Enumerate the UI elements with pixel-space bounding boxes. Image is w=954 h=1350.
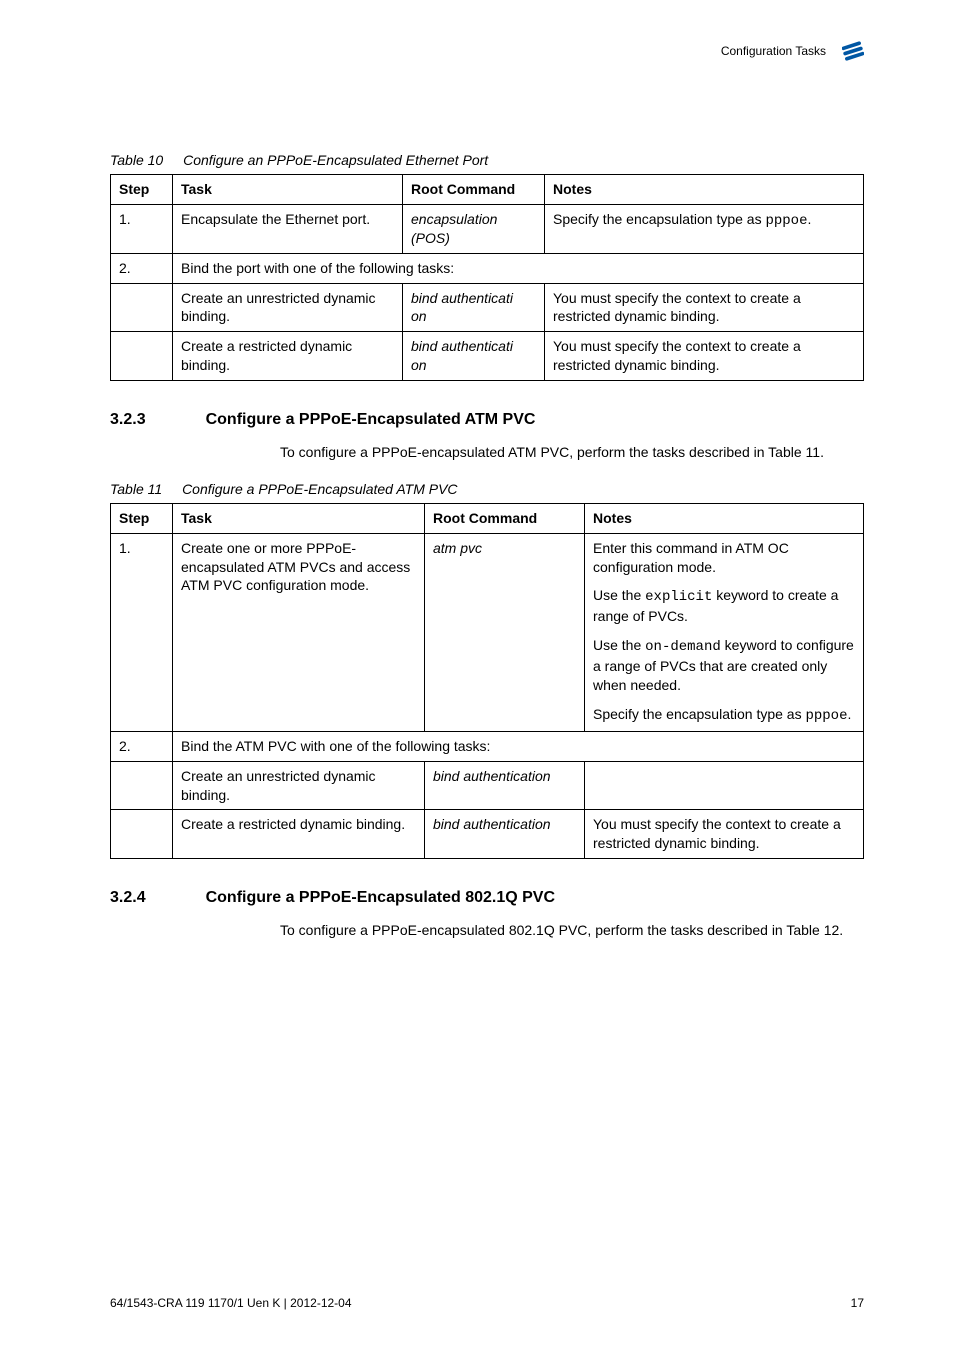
section-num: 3.2.4 — [110, 889, 146, 907]
footer-page-number: 17 — [851, 1296, 864, 1310]
table11-caption-text: Configure a PPPoE-Encapsulated ATM PVC — [182, 481, 457, 497]
col-notes: Notes — [545, 175, 864, 205]
cell-root: bind authenticati on — [403, 283, 545, 332]
ericsson-logo-icon — [842, 40, 864, 62]
root-command-text2: on — [411, 308, 427, 324]
root-command-paren: (POS) — [411, 230, 450, 246]
cell-step: 2. — [111, 731, 173, 761]
section-title: Configure a PPPoE-Encapsulated ATM PVC — [206, 411, 536, 429]
page-header: Configuration Tasks — [110, 40, 864, 62]
table-row: Step Task Root Command Notes — [111, 175, 864, 205]
cell-notes: You must specify the context to create a… — [545, 332, 864, 381]
cell-task: Create one or more PPPoE-encapsulated AT… — [173, 533, 425, 731]
col-task: Task — [173, 175, 403, 205]
footer-left: 64/1543-CRA 119 1170/1 Uen K | 2012-12-0… — [110, 1296, 352, 1310]
cell-task-full: Bind the port with one of the following … — [173, 253, 864, 283]
cell-step: 2. — [111, 253, 173, 283]
cell-task: Create an unrestricted dynamic binding. — [173, 283, 403, 332]
section-title: Configure a PPPoE-Encapsulated 802.1Q PV… — [206, 889, 555, 907]
cell-notes — [585, 761, 864, 810]
cell-root: bind authentication — [425, 810, 585, 859]
header-category: Configuration Tasks — [721, 44, 826, 58]
col-notes: Notes — [585, 503, 864, 533]
table-row: Create an unrestricted dynamic binding. … — [111, 283, 864, 332]
cell-task: Encapsulate the Ethernet port. — [173, 204, 403, 253]
cell-task: Create a restricted dynamic binding. — [173, 332, 403, 381]
cell-notes: You must specify the context to create a… — [545, 283, 864, 332]
notes-mono: explicit — [645, 589, 712, 605]
table-row: 2. Bind the port with one of the followi… — [111, 253, 864, 283]
notes-mono: pppoe — [805, 708, 847, 724]
notes-p2: Use the explicit keyword to create a ran… — [593, 586, 855, 626]
notes-p4: Specify the encapsulation type as pppoe. — [593, 705, 855, 726]
root-command-text: encapsulation — [411, 211, 497, 227]
cell-notes: Specify the encapsulation type as pppoe. — [545, 204, 864, 253]
table10-caption-text: Configure an PPPoE-Encapsulated Ethernet… — [183, 152, 488, 168]
table10-caption-label: Table 10 — [110, 152, 179, 168]
notes-text: . — [847, 706, 851, 722]
col-root: Root Command — [403, 175, 545, 205]
notes-text: Specify the encapsulation type as — [593, 706, 805, 722]
table11-caption: Table 11 Configure a PPPoE-Encapsulated … — [110, 481, 864, 497]
cell-notes: You must specify the context to create a… — [585, 810, 864, 859]
table-row: 2. Bind the ATM PVC with one of the foll… — [111, 731, 864, 761]
notes-p1: Enter this command in ATM OC configurati… — [593, 539, 855, 577]
table-row: 1. Create one or more PPPoE-encapsulated… — [111, 533, 864, 731]
cell-root: bind authenticati on — [403, 332, 545, 381]
col-step: Step — [111, 175, 173, 205]
table-row: Create an unrestricted dynamic binding. … — [111, 761, 864, 810]
section-num: 3.2.3 — [110, 411, 146, 429]
cell-task: Create a restricted dynamic binding. — [173, 810, 425, 859]
section-324-heading: 3.2.4 Configure a PPPoE-Encapsulated 802… — [110, 889, 864, 907]
cell-step — [111, 761, 173, 810]
cell-step — [111, 283, 173, 332]
table-row: 1. Encapsulate the Ethernet port. encaps… — [111, 204, 864, 253]
notes-text: Specify the encapsulation type as — [553, 211, 765, 227]
table-row: Create a restricted dynamic binding. bin… — [111, 810, 864, 859]
table10: Step Task Root Command Notes 1. Encapsul… — [110, 174, 864, 381]
table11-caption-label: Table 11 — [110, 481, 178, 497]
col-step: Step — [111, 503, 173, 533]
section-323-body: To configure a PPPoE-encapsulated ATM PV… — [280, 443, 864, 463]
notes-p3: Use the on-demand keyword to configure a… — [593, 636, 855, 695]
section-323-heading: 3.2.3 Configure a PPPoE-Encapsulated ATM… — [110, 411, 864, 429]
notes-text: Use the — [593, 587, 645, 603]
page-footer: 64/1543-CRA 119 1170/1 Uen K | 2012-12-0… — [110, 1296, 864, 1310]
table10-caption: Table 10 Configure an PPPoE-Encapsulated… — [110, 152, 864, 168]
cell-root: encapsulation (POS) — [403, 204, 545, 253]
table-row: Step Task Root Command Notes — [111, 503, 864, 533]
cell-step: 1. — [111, 204, 173, 253]
col-task: Task — [173, 503, 425, 533]
section-324-body: To configure a PPPoE-encapsulated 802.1Q… — [280, 921, 864, 941]
notes-mono: pppoe — [765, 213, 807, 229]
cell-notes: Enter this command in ATM OC configurati… — [585, 533, 864, 731]
cell-root: atm pvc — [425, 533, 585, 731]
cell-step — [111, 332, 173, 381]
cell-task-full: Bind the ATM PVC with one of the followi… — [173, 731, 864, 761]
root-command-text: bind authenticati — [411, 290, 513, 306]
cell-step: 1. — [111, 533, 173, 731]
cell-task: Create an unrestricted dynamic binding. — [173, 761, 425, 810]
table-row: Create a restricted dynamic binding. bin… — [111, 332, 864, 381]
notes-post: . — [807, 211, 811, 227]
notes-text: Use the — [593, 637, 645, 653]
notes-mono: on-demand — [645, 639, 721, 655]
root-command-text2: on — [411, 357, 427, 373]
cell-step — [111, 810, 173, 859]
root-command-text: bind authenticati — [411, 338, 513, 354]
cell-root: bind authentication — [425, 761, 585, 810]
col-root: Root Command — [425, 503, 585, 533]
table11: Step Task Root Command Notes 1. Create o… — [110, 503, 864, 859]
